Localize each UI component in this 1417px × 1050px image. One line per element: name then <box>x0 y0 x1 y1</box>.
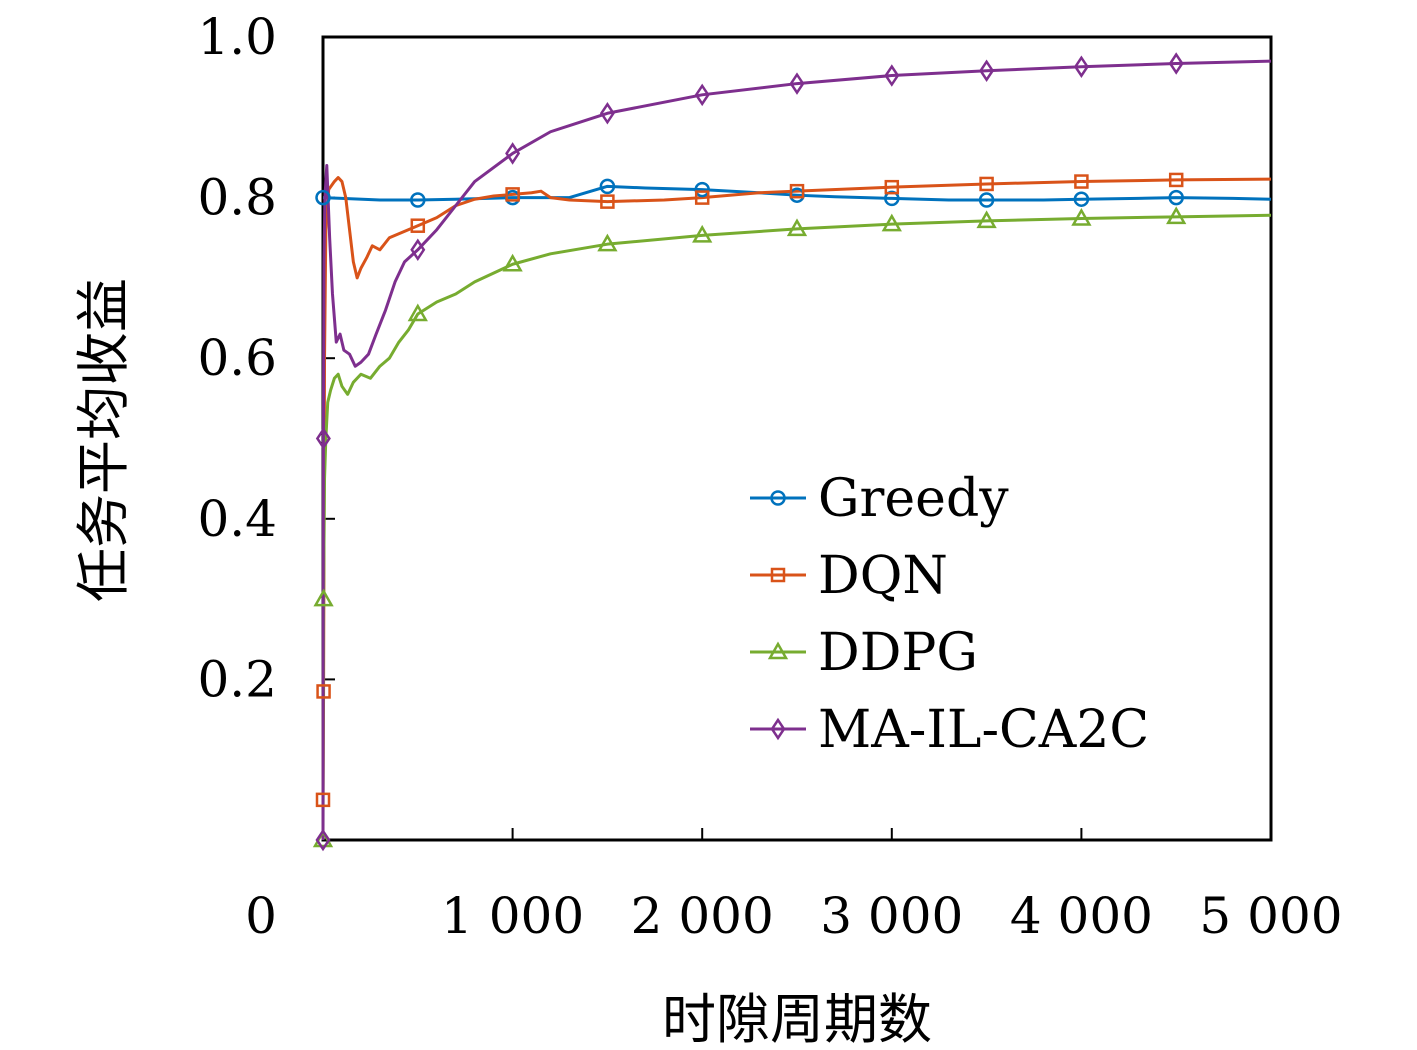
data-point-ma-il-ca2c <box>979 59 995 82</box>
data-point-ddpg <box>1071 207 1092 226</box>
data-point-dqn <box>505 187 520 202</box>
x-tick-label: 3 000 <box>820 887 963 945</box>
data-point-greedy <box>315 189 331 206</box>
series-markers <box>312 52 1187 852</box>
series-line-ma-il-ca2c <box>321 59 1272 841</box>
data-point-ma-il-ca2c <box>599 102 615 125</box>
x-axis-title: 时隙周期数 <box>662 988 932 1050</box>
y-tick-label: 0.8 <box>197 169 277 227</box>
legend-item-ma-il-ca2c: MA-IL-CA2C <box>750 700 1149 760</box>
data-point-dqn <box>1074 174 1089 189</box>
data-point-greedy <box>410 192 426 208</box>
data-point-dqn <box>1168 172 1184 188</box>
data-point-ddpg <box>1166 206 1187 225</box>
data-point-greedy <box>1073 191 1090 207</box>
data-point-ddpg <box>786 218 808 237</box>
x-tick-label: 0 <box>245 887 277 945</box>
x-tick-label: 2 000 <box>631 887 774 945</box>
data-point-ma-il-ca2c <box>694 83 710 107</box>
series-lines <box>321 59 1272 841</box>
y-tick-label: 1.0 <box>197 8 277 66</box>
legend-marker <box>770 490 786 506</box>
x-axis-tick-labels: 0 1 000 2 000 3 000 4 000 5 000 <box>245 887 1342 945</box>
data-point-dqn <box>315 792 331 808</box>
data-point-greedy <box>884 190 900 207</box>
data-point-dqn <box>694 190 710 205</box>
legend-marker <box>767 641 789 660</box>
data-point-greedy <box>1168 189 1184 206</box>
data-point-ddpg <box>313 588 334 607</box>
y-tick-label: 0.4 <box>197 490 277 548</box>
legend-label: MA-IL-CA2C <box>818 700 1149 760</box>
data-point-ddpg <box>407 303 428 322</box>
data-point-ddpg <box>692 224 713 243</box>
data-point-greedy <box>599 178 616 195</box>
data-point-ddpg <box>597 233 618 252</box>
y-axis-title: 任务平均收益 <box>72 278 135 602</box>
data-point-ma-il-ca2c <box>410 238 426 262</box>
data-point-ma-il-ca2c <box>884 64 900 87</box>
data-point-ddpg <box>976 210 997 229</box>
data-point-ma-il-ca2c <box>1073 55 1089 78</box>
data-point-ma-il-ca2c <box>1168 52 1184 75</box>
legend-marker <box>770 567 786 583</box>
legend-item-greedy: Greedy <box>750 469 1009 529</box>
y-axis-tick-labels: 0.2 0.4 0.6 0.8 1.0 <box>197 8 277 708</box>
x-tick-label: 4 000 <box>1010 887 1153 945</box>
data-point-ma-il-ca2c <box>315 427 331 450</box>
data-point-greedy <box>694 181 710 198</box>
data-point-dqn <box>410 218 426 233</box>
legend-label: DDPG <box>818 623 978 683</box>
data-point-ddpg <box>502 253 523 272</box>
data-point-dqn <box>789 183 805 199</box>
series-line-greedy <box>322 184 1272 202</box>
data-point-dqn <box>979 176 994 192</box>
y-tick-label: 0.2 <box>197 650 277 708</box>
data-point-greedy <box>978 192 995 208</box>
x-tick-label: 5 000 <box>1199 887 1342 945</box>
series-line-dqn <box>321 176 1272 800</box>
legend-label: Greedy <box>818 469 1009 529</box>
x-axis-ticks <box>511 828 1083 840</box>
data-point-dqn <box>316 684 331 699</box>
data-point-ddpg <box>881 213 902 232</box>
legend-label: DQN <box>818 546 948 606</box>
data-point-dqn <box>884 179 900 195</box>
y-tick-label: 0.6 <box>197 329 277 387</box>
data-point-ma-il-ca2c <box>505 142 521 165</box>
data-point-ma-il-ca2c <box>789 72 805 95</box>
legend: Greedy DQN DDPG MA-IL-CA2C <box>750 469 1149 760</box>
series-line-ddpg <box>321 213 1272 841</box>
legend-marker <box>770 717 786 741</box>
legend-item-dqn: DQN <box>750 546 948 606</box>
x-tick-label: 1 000 <box>441 887 584 945</box>
data-point-ma-il-ca2c <box>315 828 331 852</box>
data-point-dqn <box>600 194 615 209</box>
legend-item-ddpg: DDPG <box>750 623 978 683</box>
